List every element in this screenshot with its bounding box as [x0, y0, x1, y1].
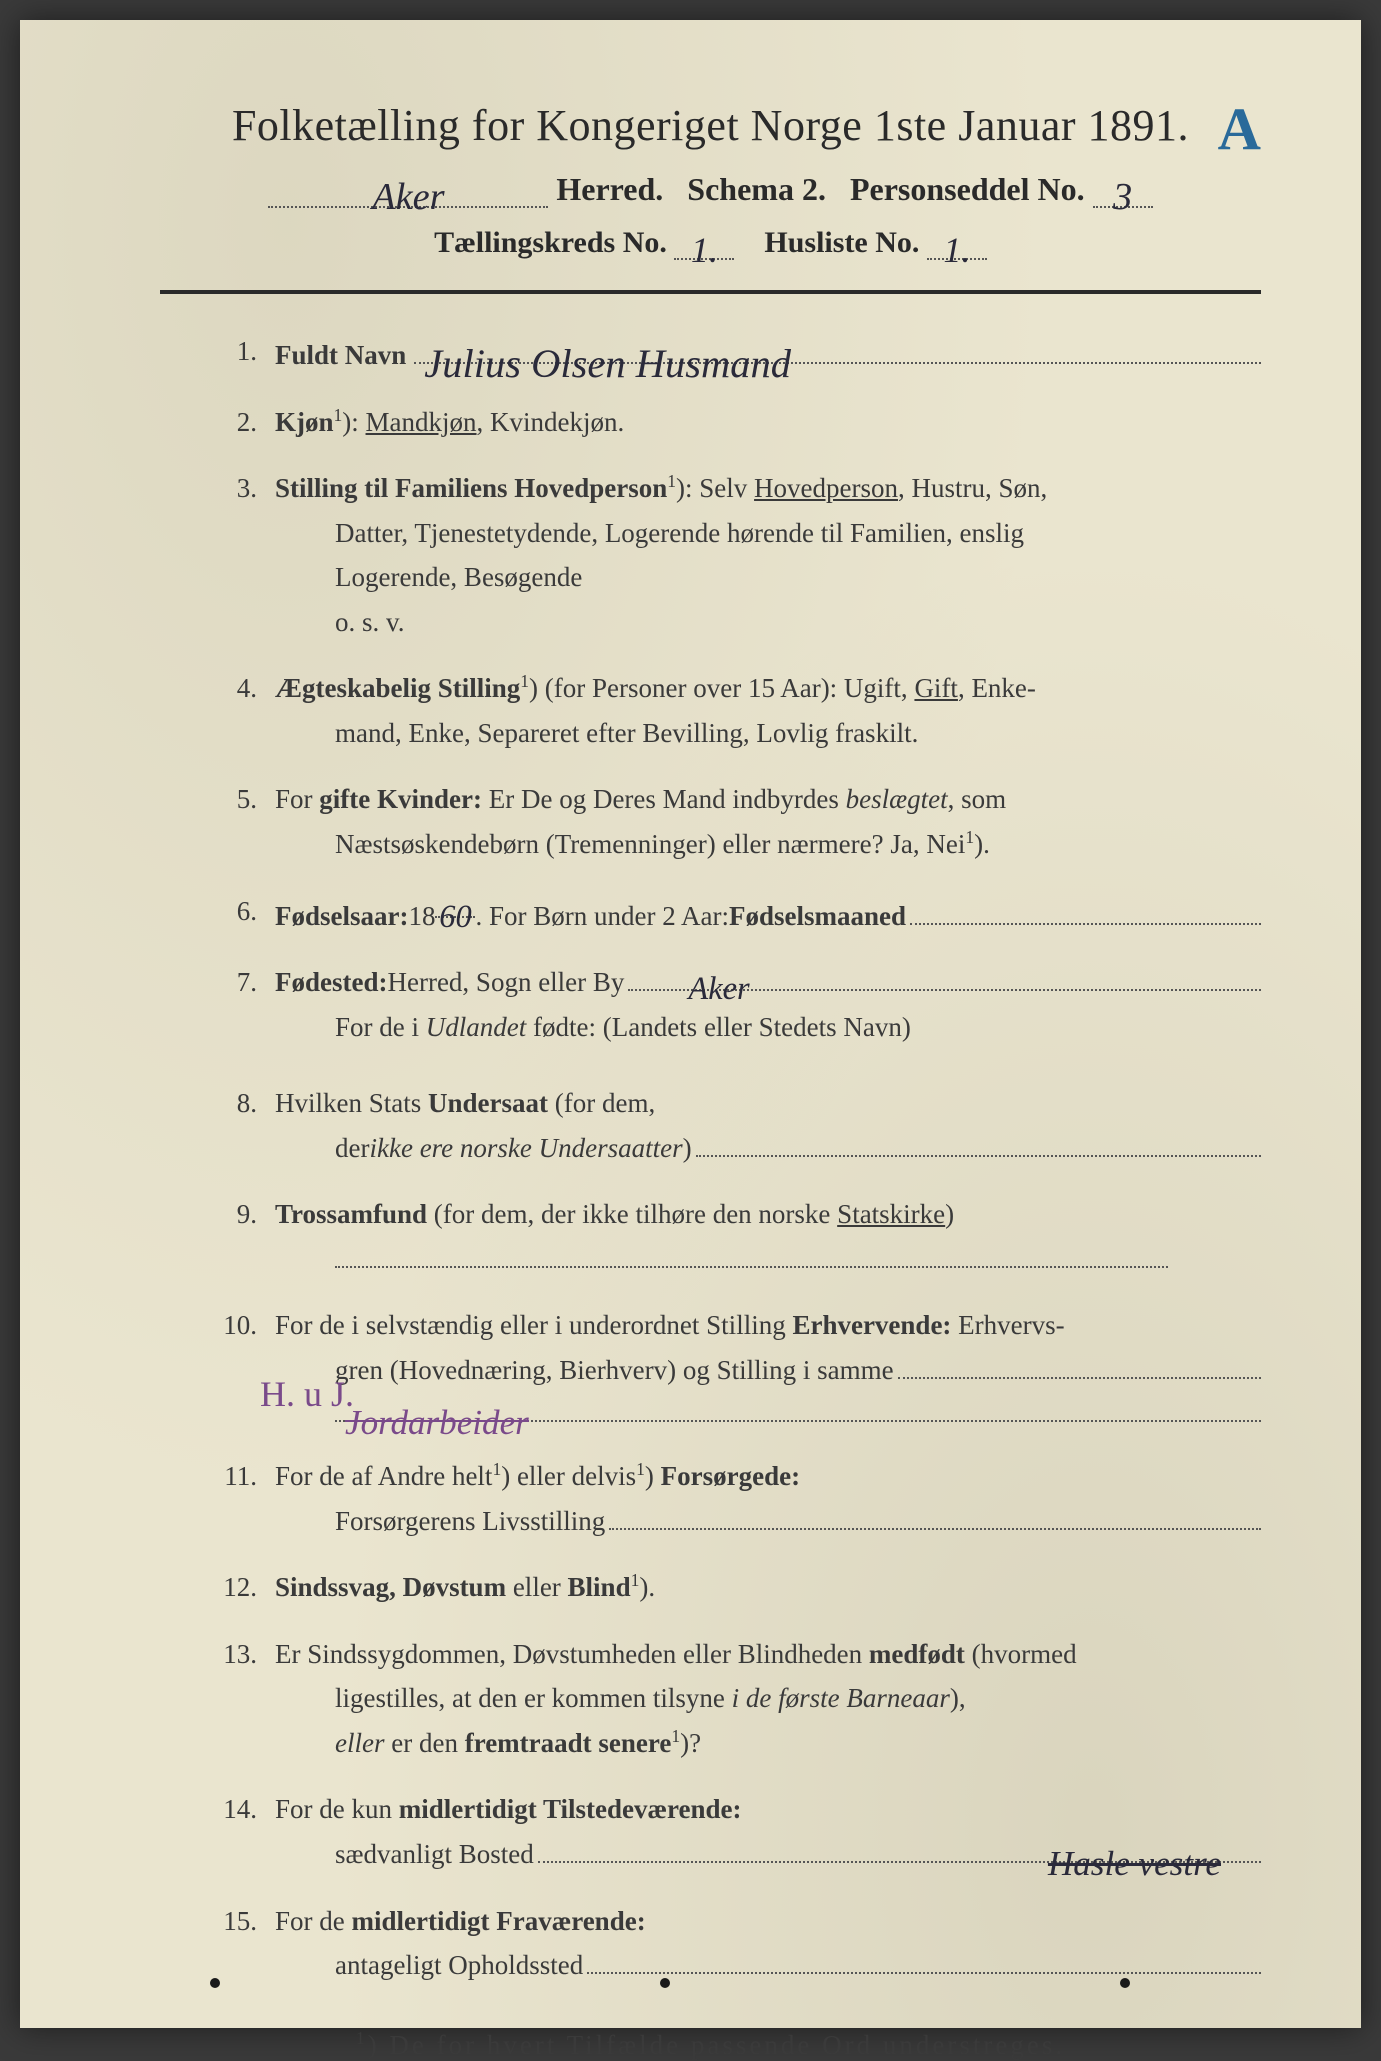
- taellingskreds-label: Tællingskreds No.: [434, 226, 667, 259]
- binding-hole: [210, 1978, 220, 1988]
- item-3-selected: Hovedperson: [754, 473, 898, 503]
- herred-value: Aker: [372, 176, 444, 218]
- item-1: 1. Fuldt Navn Julius Olsen Husmand: [220, 329, 1261, 378]
- item-11-label: Forsørgede:: [661, 1461, 800, 1491]
- item-15-blank: [587, 1944, 1261, 1974]
- husliste-value: 1.: [943, 230, 970, 270]
- item-15-label: midlertidigt Fraværende:: [352, 1906, 646, 1936]
- item-14-value: Hasle vestre: [1048, 1835, 1221, 1861]
- item-2-label: Kjøn: [275, 407, 334, 437]
- item-7-value: Aker: [688, 963, 749, 989]
- footnote: 1) De for hvert Tilfælde passende Ord un…: [160, 2028, 1261, 2061]
- header-line-3: Tællingskreds No. 1. Husliste No. 1.: [160, 226, 1261, 260]
- taellingskreds-value: 1.: [691, 230, 718, 270]
- item-3-num: 3.: [220, 466, 275, 644]
- item-11: 11. For de af Andre helt1) eller delvis1…: [220, 1454, 1261, 1543]
- item-6-label2: Fødselsmaaned: [729, 894, 906, 939]
- item-12-label: Sindssvag, Døvstum: [275, 1572, 506, 1602]
- item-8-label: Undersaat: [428, 1088, 548, 1118]
- item-7-num: 7.: [220, 960, 275, 1049]
- item-10-label: Erhvervende:: [792, 1310, 951, 1340]
- item-14-num: 14.: [220, 1787, 275, 1876]
- binding-hole: [660, 1978, 670, 1988]
- item-6-num: 6.: [220, 889, 275, 939]
- item-14-label: midlertidigt Tilstedeværende:: [399, 1794, 742, 1824]
- item-9-num: 9.: [220, 1192, 275, 1281]
- item-10-value: Jordarbeider: [345, 1394, 529, 1422]
- item-6-label: Fødselsaar:: [275, 894, 408, 939]
- item-6-month-blank: [910, 895, 1261, 925]
- item-1-num: 1.: [220, 329, 275, 378]
- item-15: 15. For de midlertidigt Fraværende: anta…: [220, 1899, 1261, 1988]
- item-5-label: gifte Kvinder:: [319, 784, 482, 814]
- binding-hole: [1120, 1978, 1130, 1988]
- schema-label: Schema 2.: [687, 171, 826, 207]
- header-line-2: Aker Herred. Schema 2. Personseddel No. …: [160, 171, 1261, 208]
- header-rule: [160, 290, 1261, 294]
- personseddel-label: Personseddel No.: [850, 171, 1085, 207]
- item-2-num: 2.: [220, 400, 275, 445]
- item-4-selected: Gift: [914, 673, 958, 703]
- form-title: Folketælling for Kongeriget Norge 1ste J…: [160, 100, 1261, 151]
- item-4: 4. Ægteskabelig Stilling1) (for Personer…: [220, 666, 1261, 755]
- item-10: H. u J. 10. For de i selvstændig eller i…: [220, 1303, 1261, 1422]
- item-15-num: 15.: [220, 1899, 275, 1988]
- item-4-label: Ægteskabelig Stilling: [275, 673, 520, 703]
- personseddel-value: 3: [1113, 176, 1132, 218]
- item-9: 9. Trossamfund (for dem, der ikke tilhør…: [220, 1192, 1261, 1281]
- item-13-label: medfødt: [869, 1639, 965, 1669]
- item-5: 5. For gifte Kvinder: Er De og Deres Man…: [220, 777, 1261, 866]
- census-form-page: A Folketælling for Kongeriget Norge 1ste…: [20, 20, 1361, 2028]
- item-8: 8. Hvilken Stats Undersaat (for dem, der…: [220, 1081, 1261, 1170]
- item-11-blank: [609, 1500, 1261, 1530]
- item-6: 6. Fødselsaar: 1860 . For Børn under 2 A…: [220, 889, 1261, 939]
- item-11-num: 11.: [220, 1454, 275, 1543]
- item-13-num: 13.: [220, 1632, 275, 1766]
- item-8-blank: [696, 1127, 1261, 1157]
- item-2: 2. Kjøn1): Mandkjøn, Kvindekjøn.: [220, 400, 1261, 445]
- item-5-num: 5.: [220, 777, 275, 866]
- item-12: 12. Sindssvag, Døvstum eller Blind1).: [220, 1565, 1261, 1610]
- item-6-year: 60: [439, 899, 471, 935]
- item-8-num: 8.: [220, 1081, 275, 1170]
- item-3: 3. Stilling til Familiens Hovedperson1):…: [220, 466, 1261, 644]
- form-items: 1. Fuldt Navn Julius Olsen Husmand 2. Kj…: [160, 329, 1261, 1988]
- herred-label: Herred.: [556, 171, 663, 207]
- item-12-num: 12.: [220, 1565, 275, 1610]
- item-14: 14. For de kun midlertidigt Tilstedevære…: [220, 1787, 1261, 1876]
- item-1-value: Julius Olsen Husmand: [424, 331, 791, 366]
- item-7-label: Fødested:: [275, 960, 387, 1005]
- item-9-blank: [335, 1260, 1168, 1268]
- item-4-num: 4.: [220, 666, 275, 755]
- item-7: 7. Fødested: Herred, Sogn eller By Aker …: [220, 960, 1261, 1049]
- item-9-label: Trossamfund: [275, 1199, 427, 1229]
- item-13: 13. Er Sindssygdommen, Døvstumheden elle…: [220, 1632, 1261, 1766]
- item-1-label: Fuldt Navn: [275, 333, 406, 378]
- item-3-label: Stilling til Familiens Hovedperson: [275, 473, 667, 503]
- item-2-selected: Mandkjøn: [366, 407, 477, 437]
- husliste-label: Husliste No.: [764, 226, 919, 259]
